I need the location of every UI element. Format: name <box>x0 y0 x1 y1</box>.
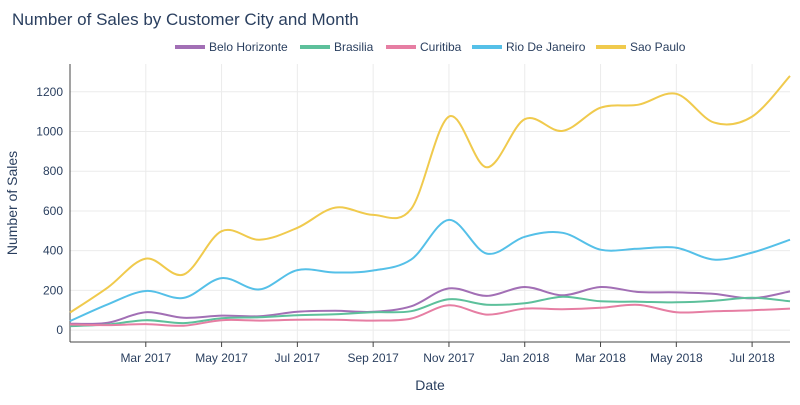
x-tick-label: May 2018 <box>650 351 703 365</box>
legend-label: Rio De Janeiro <box>506 40 586 54</box>
y-tick-label: 0 <box>56 323 63 337</box>
chart-title: Number of Sales by Customer City and Mon… <box>12 10 359 29</box>
series-line-sao-paulo <box>69 75 791 314</box>
series-lines <box>69 75 791 328</box>
legend-item-curitiba[interactable]: Curitiba <box>386 40 462 54</box>
x-tick-label: Sep 2017 <box>347 351 399 365</box>
x-tick-label: Jul 2018 <box>729 351 775 365</box>
legend-label: Brasilia <box>334 40 374 54</box>
legend-label: Belo Horizonte <box>209 40 288 54</box>
x-tick-label: May 2017 <box>195 351 248 365</box>
x-tick-label: Mar 2018 <box>575 351 626 365</box>
x-tick-label: Nov 2017 <box>423 351 475 365</box>
y-tick-label: 200 <box>43 283 63 297</box>
y-tick-label: 600 <box>43 204 63 218</box>
legend-item-belo-horizonte[interactable]: Belo Horizonte <box>175 40 288 54</box>
x-tick-label: Jul 2017 <box>275 351 321 365</box>
y-axis-label: Number of Sales <box>4 151 20 255</box>
y-tick-label: 1000 <box>36 125 63 139</box>
y-axis: 0 200 400 600 800 1000 1200 <box>36 64 71 342</box>
legend-item-sao-paulo[interactable]: Sao Paulo <box>596 40 686 54</box>
legend-label: Sao Paulo <box>630 40 686 54</box>
legend[interactable]: Belo Horizonte Brasilia Curitiba Rio De Jan… <box>175 40 686 54</box>
series-line-brasilia <box>69 295 791 328</box>
grid <box>70 64 790 342</box>
legend-item-rio-de-janeiro[interactable]: Rio De Janeiro <box>472 40 586 54</box>
series-line-belo-horizonte <box>69 285 791 325</box>
x-tick-label: Jan 2018 <box>500 351 550 365</box>
x-axis: Mar 2017 May 2017 Jul 2017 Sep 2017 Nov 2017… <box>70 341 790 365</box>
x-tick-label: Mar 2017 <box>120 351 171 365</box>
legend-item-brasilia[interactable]: Brasilia <box>300 40 374 54</box>
legend-label: Curitiba <box>420 40 462 54</box>
series-line-curitiba <box>69 303 791 327</box>
x-axis-label: Date <box>415 377 445 393</box>
y-tick-label: 800 <box>43 164 63 178</box>
series-line-rio-de-janeiro <box>69 218 791 323</box>
y-tick-label: 1200 <box>36 85 63 99</box>
y-tick-label: 400 <box>43 244 63 258</box>
